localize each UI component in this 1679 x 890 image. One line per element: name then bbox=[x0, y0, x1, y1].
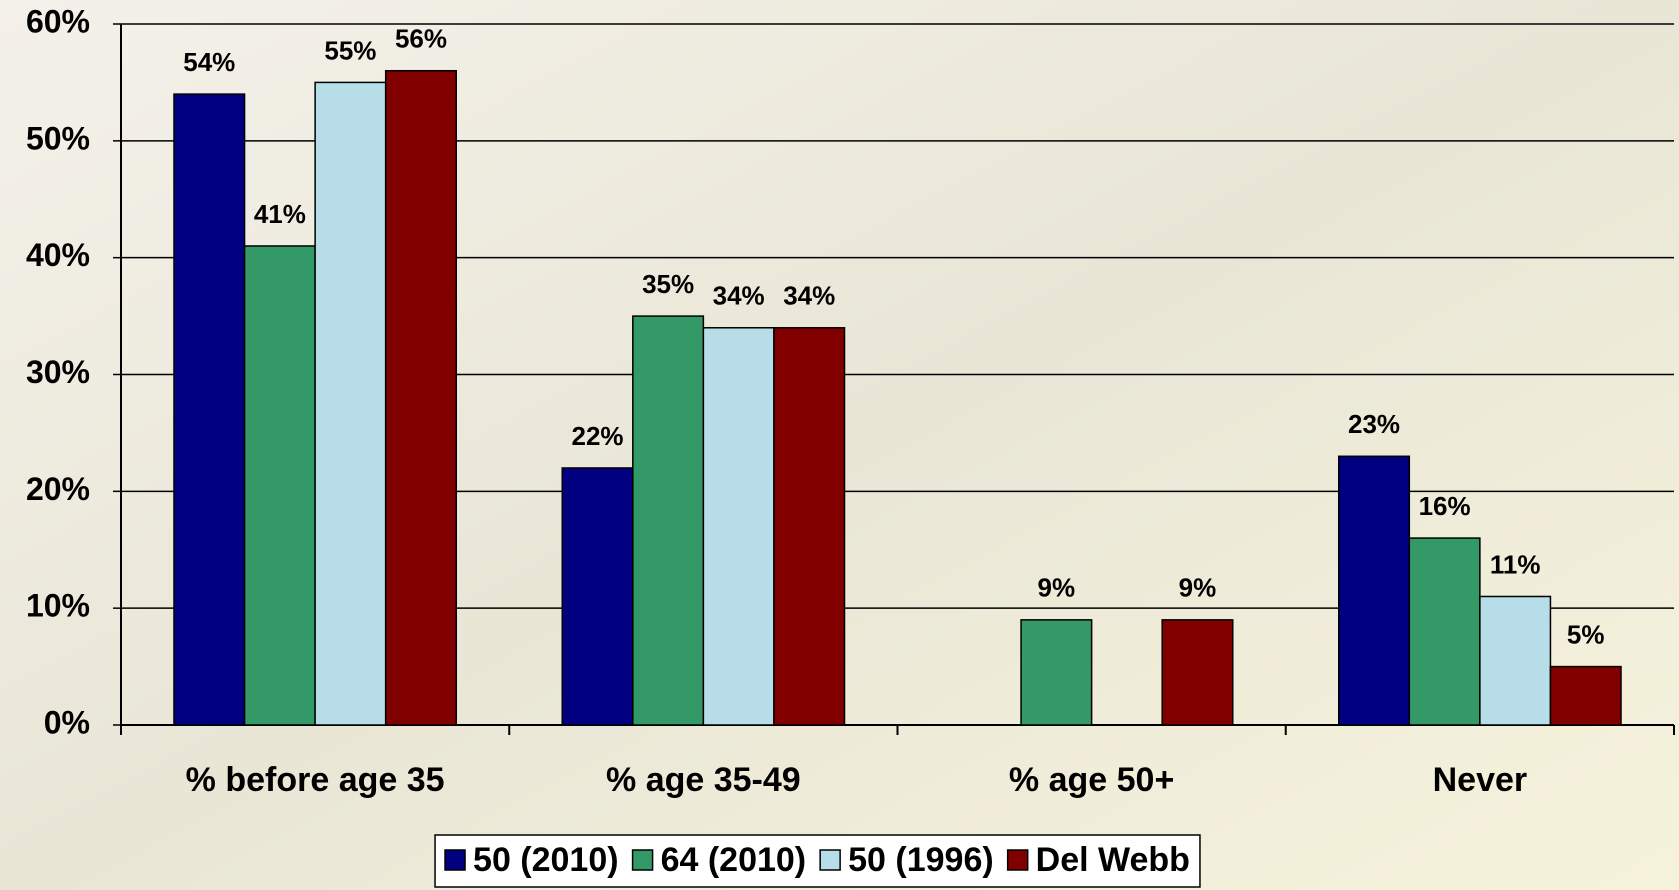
data-label: 5% bbox=[1567, 619, 1605, 649]
bar bbox=[1020, 619, 1093, 726]
legend-label: 64 (2010) bbox=[661, 841, 807, 879]
legend-label: Del Webb bbox=[1036, 841, 1190, 879]
y-tick-label: 20% bbox=[26, 471, 90, 507]
y-tick-label: 10% bbox=[26, 588, 90, 624]
y-tick-label: 30% bbox=[26, 354, 90, 390]
x-tick-label: % age 50+ bbox=[1009, 761, 1174, 799]
bar bbox=[173, 93, 246, 726]
data-label: 9% bbox=[1179, 573, 1217, 603]
data-label: 55% bbox=[324, 35, 376, 65]
y-tick-label: 50% bbox=[26, 120, 90, 156]
data-label: 41% bbox=[254, 199, 306, 229]
bar bbox=[1479, 595, 1552, 726]
x-tick-label: % before age 35 bbox=[186, 761, 445, 799]
bar bbox=[1337, 455, 1411, 726]
legend-swatch bbox=[819, 849, 841, 871]
data-label: 56% bbox=[395, 24, 447, 54]
data-label: 35% bbox=[642, 269, 694, 299]
bar bbox=[1408, 537, 1481, 726]
x-tick-label: Never bbox=[1433, 761, 1528, 799]
y-tick-label: 60% bbox=[26, 3, 90, 39]
bar bbox=[314, 81, 387, 726]
data-label: 23% bbox=[1348, 409, 1400, 439]
data-label: 9% bbox=[1038, 573, 1076, 603]
y-tick-label: 0% bbox=[44, 704, 90, 740]
bar bbox=[632, 315, 705, 726]
data-label: 11% bbox=[1490, 549, 1541, 579]
data-label: 34% bbox=[713, 281, 765, 311]
legend-swatch bbox=[631, 849, 654, 871]
y-tick-label: 40% bbox=[26, 237, 90, 273]
legend-label: 50 (2010) bbox=[473, 841, 619, 879]
data-label: 16% bbox=[1419, 491, 1471, 521]
bar bbox=[702, 327, 775, 726]
x-tick-label: % age 35-49 bbox=[606, 761, 801, 799]
legend-box bbox=[434, 834, 1201, 888]
legend-swatch bbox=[1006, 849, 1029, 871]
data-label: 34% bbox=[783, 281, 835, 311]
bar bbox=[243, 245, 316, 726]
bar bbox=[1549, 665, 1622, 726]
data-label: 22% bbox=[572, 421, 624, 451]
bar bbox=[384, 69, 458, 726]
legend-swatch bbox=[444, 849, 466, 871]
bar bbox=[561, 467, 634, 726]
data-label: 54% bbox=[183, 47, 235, 77]
bar bbox=[1161, 619, 1234, 726]
bar bbox=[773, 327, 846, 726]
legend-label: 50 (1996) bbox=[848, 841, 994, 879]
